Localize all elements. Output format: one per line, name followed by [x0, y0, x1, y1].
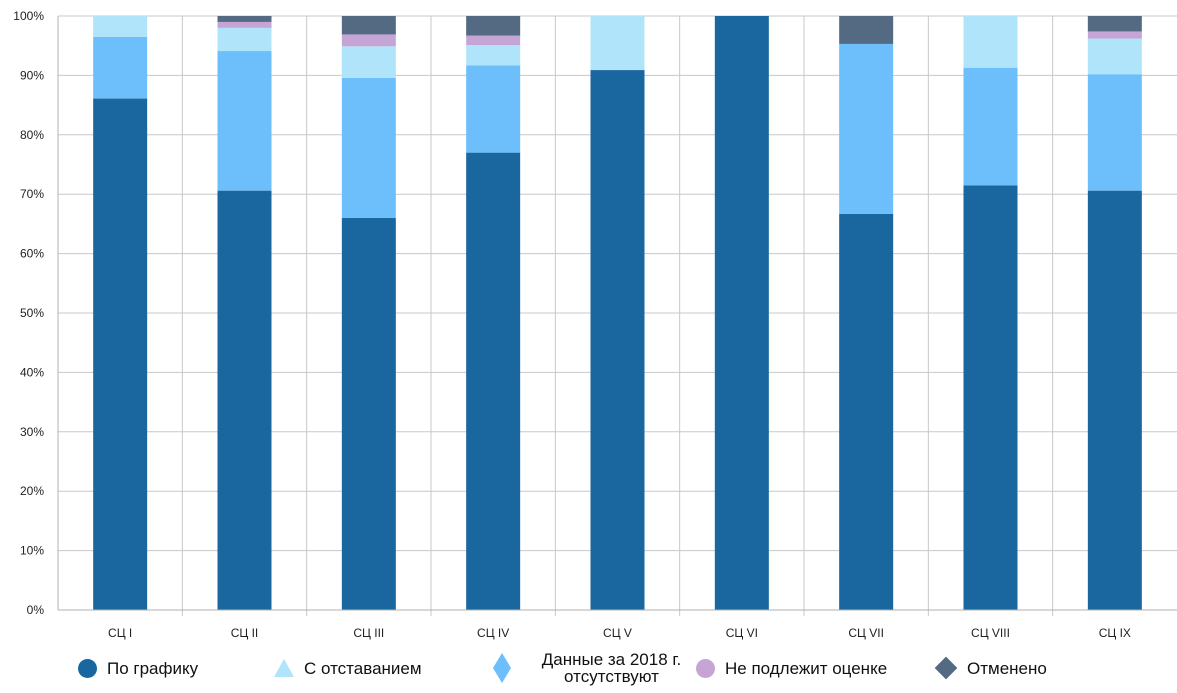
bar-segment — [218, 22, 272, 28]
bar-segment — [342, 16, 396, 34]
legend-marker-circle-icon — [78, 659, 97, 678]
y-tick-label: 90% — [20, 68, 44, 82]
bar-stacks — [93, 16, 1142, 610]
legend-marker-diamond-icon — [935, 657, 958, 680]
legend-label: С отставанием — [304, 660, 422, 677]
x-tick-label: СЦ IX — [1099, 626, 1131, 640]
legend-item-s-otstavaniem: С отставанием — [274, 646, 422, 690]
x-tick-label: СЦ I — [108, 626, 132, 640]
bar-segment — [839, 214, 893, 610]
legend-item-otmeneno: Отменено — [935, 646, 1047, 690]
legend-item-dannye-otsutstvuyut: Данные за 2018 г. отсутствуют — [490, 646, 699, 690]
chart-legend: По графику С отставанием Данные за 2018 … — [0, 646, 1177, 690]
bar-segment — [342, 34, 396, 46]
y-tick-label: 70% — [20, 187, 44, 201]
bar-segment — [466, 153, 520, 610]
x-tick-label: СЦ VI — [726, 626, 758, 640]
bar-segment — [218, 51, 272, 191]
legend-marker-triangle-icon — [274, 659, 294, 677]
legend-item-po-grafiku: По графику — [78, 646, 198, 690]
bar-segment — [1088, 191, 1142, 610]
y-tick-label: 40% — [20, 365, 44, 379]
x-tick-label: СЦ V — [603, 626, 632, 640]
bar-segment — [591, 16, 645, 70]
bar-segment — [466, 16, 520, 36]
x-tick-label: СЦ VII — [848, 626, 884, 640]
y-tick-label: 60% — [20, 247, 44, 261]
bar-segment — [466, 45, 520, 65]
y-tick-label: 20% — [20, 484, 44, 498]
bar-segment — [839, 16, 893, 44]
bar-segment — [218, 191, 272, 610]
legend-item-ne-podlezhit-ocenke: Не подлежит оценке — [696, 646, 887, 690]
legend-label: По графику — [107, 660, 198, 677]
bar-segment — [1088, 39, 1142, 75]
y-tick-label: 0% — [27, 603, 45, 617]
bar-segment — [1088, 74, 1142, 190]
bar-segment — [466, 65, 520, 152]
y-tick-label: 10% — [20, 544, 44, 558]
x-tick-label: СЦ II — [231, 626, 259, 640]
bar-segment — [93, 16, 147, 37]
bar-segment — [93, 37, 147, 99]
y-tick-label: 80% — [20, 128, 44, 142]
bar-segment — [1088, 16, 1142, 31]
y-tick-label: 100% — [13, 9, 44, 23]
bar-segment — [1088, 31, 1142, 38]
legend-marker-diamond-icon — [493, 653, 511, 683]
bar-segment — [964, 185, 1018, 610]
x-tick-label: СЦ VIII — [971, 626, 1010, 640]
legend-label: Отменено — [967, 660, 1047, 677]
bar-segment — [715, 16, 769, 610]
bar-segment — [964, 68, 1018, 186]
legend-label: Данные за 2018 г. отсутствуют — [524, 651, 699, 685]
bar-segment — [839, 44, 893, 214]
bar-segment — [93, 99, 147, 610]
stacked-bar-chart: 0%10%20%30%40%50%60%70%80%90%100% СЦ IСЦ… — [0, 0, 1177, 640]
bar-segment — [342, 218, 396, 610]
bar-segment — [342, 46, 396, 77]
bar-segment — [218, 16, 272, 22]
legend-marker-circle-icon — [696, 659, 715, 678]
x-tick-label: СЦ IV — [477, 626, 509, 640]
bar-segment — [218, 28, 272, 51]
x-axis-tick-labels: СЦ I СЦ II СЦ III СЦ IV СЦ V СЦ VI СЦ VII СЦ VI… — [108, 626, 1131, 640]
bar-segment — [591, 70, 645, 610]
bar-segment — [964, 16, 1018, 68]
y-axis-tick-labels: 0% 10% 20% 30% 40% 50% 60% 70% 80% 90% 100% — [13, 9, 44, 617]
y-tick-label: 30% — [20, 425, 44, 439]
y-tick-label: 50% — [20, 306, 44, 320]
bar-segment — [342, 78, 396, 218]
bar-segment — [466, 36, 520, 46]
legend-label: Не подлежит оценке — [725, 660, 887, 677]
x-tick-label: СЦ III — [353, 626, 384, 640]
